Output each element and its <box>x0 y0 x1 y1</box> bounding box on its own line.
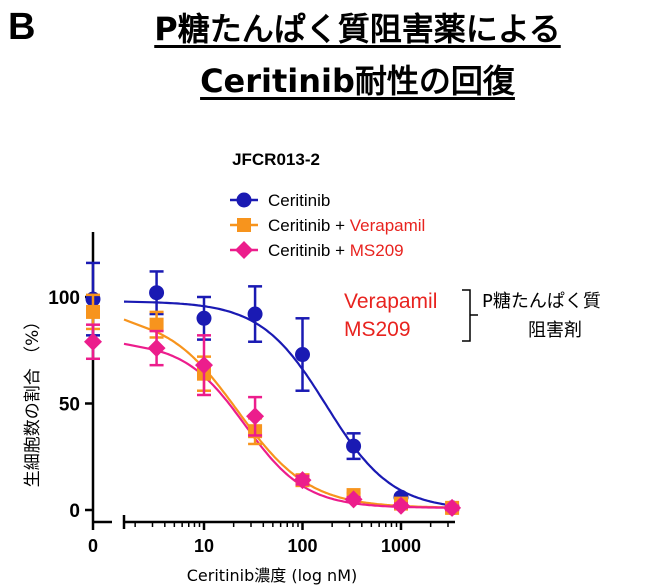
data-point-series-0 <box>247 285 263 343</box>
data-point-series-1 <box>149 310 164 339</box>
y-tick-label: 50 <box>59 395 80 416</box>
y-axis-label: 生細胞数の割合 （%） <box>23 313 43 488</box>
legend-marker-1 <box>237 218 251 232</box>
inhibitor-bracket <box>462 289 478 342</box>
data-point-series-2 <box>443 498 462 517</box>
title-line-2: Ceritinib耐性の回復 <box>200 62 515 100</box>
data-points <box>84 261 462 517</box>
x-tick-label-zero: 0 <box>88 536 98 556</box>
marker <box>293 471 312 490</box>
legend-label-1: Ceritinib + Verapamil <box>268 216 425 235</box>
chart-title: JFCR013-2 <box>232 150 320 169</box>
inhibitor-class-line2: 阻害剤 <box>528 320 582 341</box>
fit-curve-1 <box>123 318 452 509</box>
legend-label-prefix: Ceritinib + <box>268 241 350 260</box>
marker <box>344 490 363 509</box>
x-tick-label: 100 <box>287 536 317 556</box>
marker <box>86 304 100 319</box>
marker <box>149 317 164 332</box>
data-point-series-2 <box>293 471 312 490</box>
marker <box>295 347 310 363</box>
x-axis-label: Ceritinib濃度 (log nM) <box>187 566 358 585</box>
data-point-series-0 <box>149 270 165 316</box>
marker <box>346 438 362 454</box>
data-point-series-2 <box>246 395 265 437</box>
fit-curve-2 <box>123 342 452 509</box>
x-tick-label: 10 <box>194 536 214 556</box>
legend-label-0: Ceritinib <box>268 191 330 210</box>
legend-label-inhibitor: MS209 <box>350 241 404 260</box>
data-point-series-0 <box>295 317 310 392</box>
x-tick-label: 1000 <box>381 536 421 556</box>
legend-marker-0 <box>236 192 252 208</box>
legend-label-inhibitor: Verapamil <box>350 216 426 235</box>
legend-label-prefix: Ceritinib <box>268 191 330 210</box>
legend-label-prefix: Ceritinib + <box>268 216 350 235</box>
panel-letter: B <box>8 6 36 48</box>
y-tick-label: 100 <box>48 288 80 309</box>
inhibitor-label-ms209: MS209 <box>344 318 411 341</box>
data-point-series-2 <box>195 334 213 397</box>
marker <box>247 306 263 322</box>
inhibitor-class-line1: P糖たんぱく質 <box>482 291 601 312</box>
data-point-series-2 <box>84 323 102 361</box>
marker <box>149 285 165 301</box>
legend-label-2: Ceritinib + MS209 <box>268 241 404 260</box>
marker <box>84 332 102 351</box>
data-point-series-2 <box>147 329 166 367</box>
data-point-series-1 <box>86 293 100 331</box>
marker <box>443 498 462 517</box>
data-point-series-2 <box>392 496 410 515</box>
data-point-series-2 <box>344 490 363 509</box>
marker <box>246 407 265 426</box>
marker <box>195 356 213 375</box>
y-tick-label: 0 <box>69 501 80 522</box>
data-point-series-0 <box>196 295 212 341</box>
marker <box>196 310 212 326</box>
legend-marker-2 <box>235 241 253 259</box>
marker <box>392 496 410 515</box>
data-point-series-0 <box>346 432 362 461</box>
marker <box>147 339 166 358</box>
inhibitor-label-verapamil: Verapamil <box>344 290 437 313</box>
title-line-1: P糖たんぱく質阻害薬による <box>154 10 561 48</box>
